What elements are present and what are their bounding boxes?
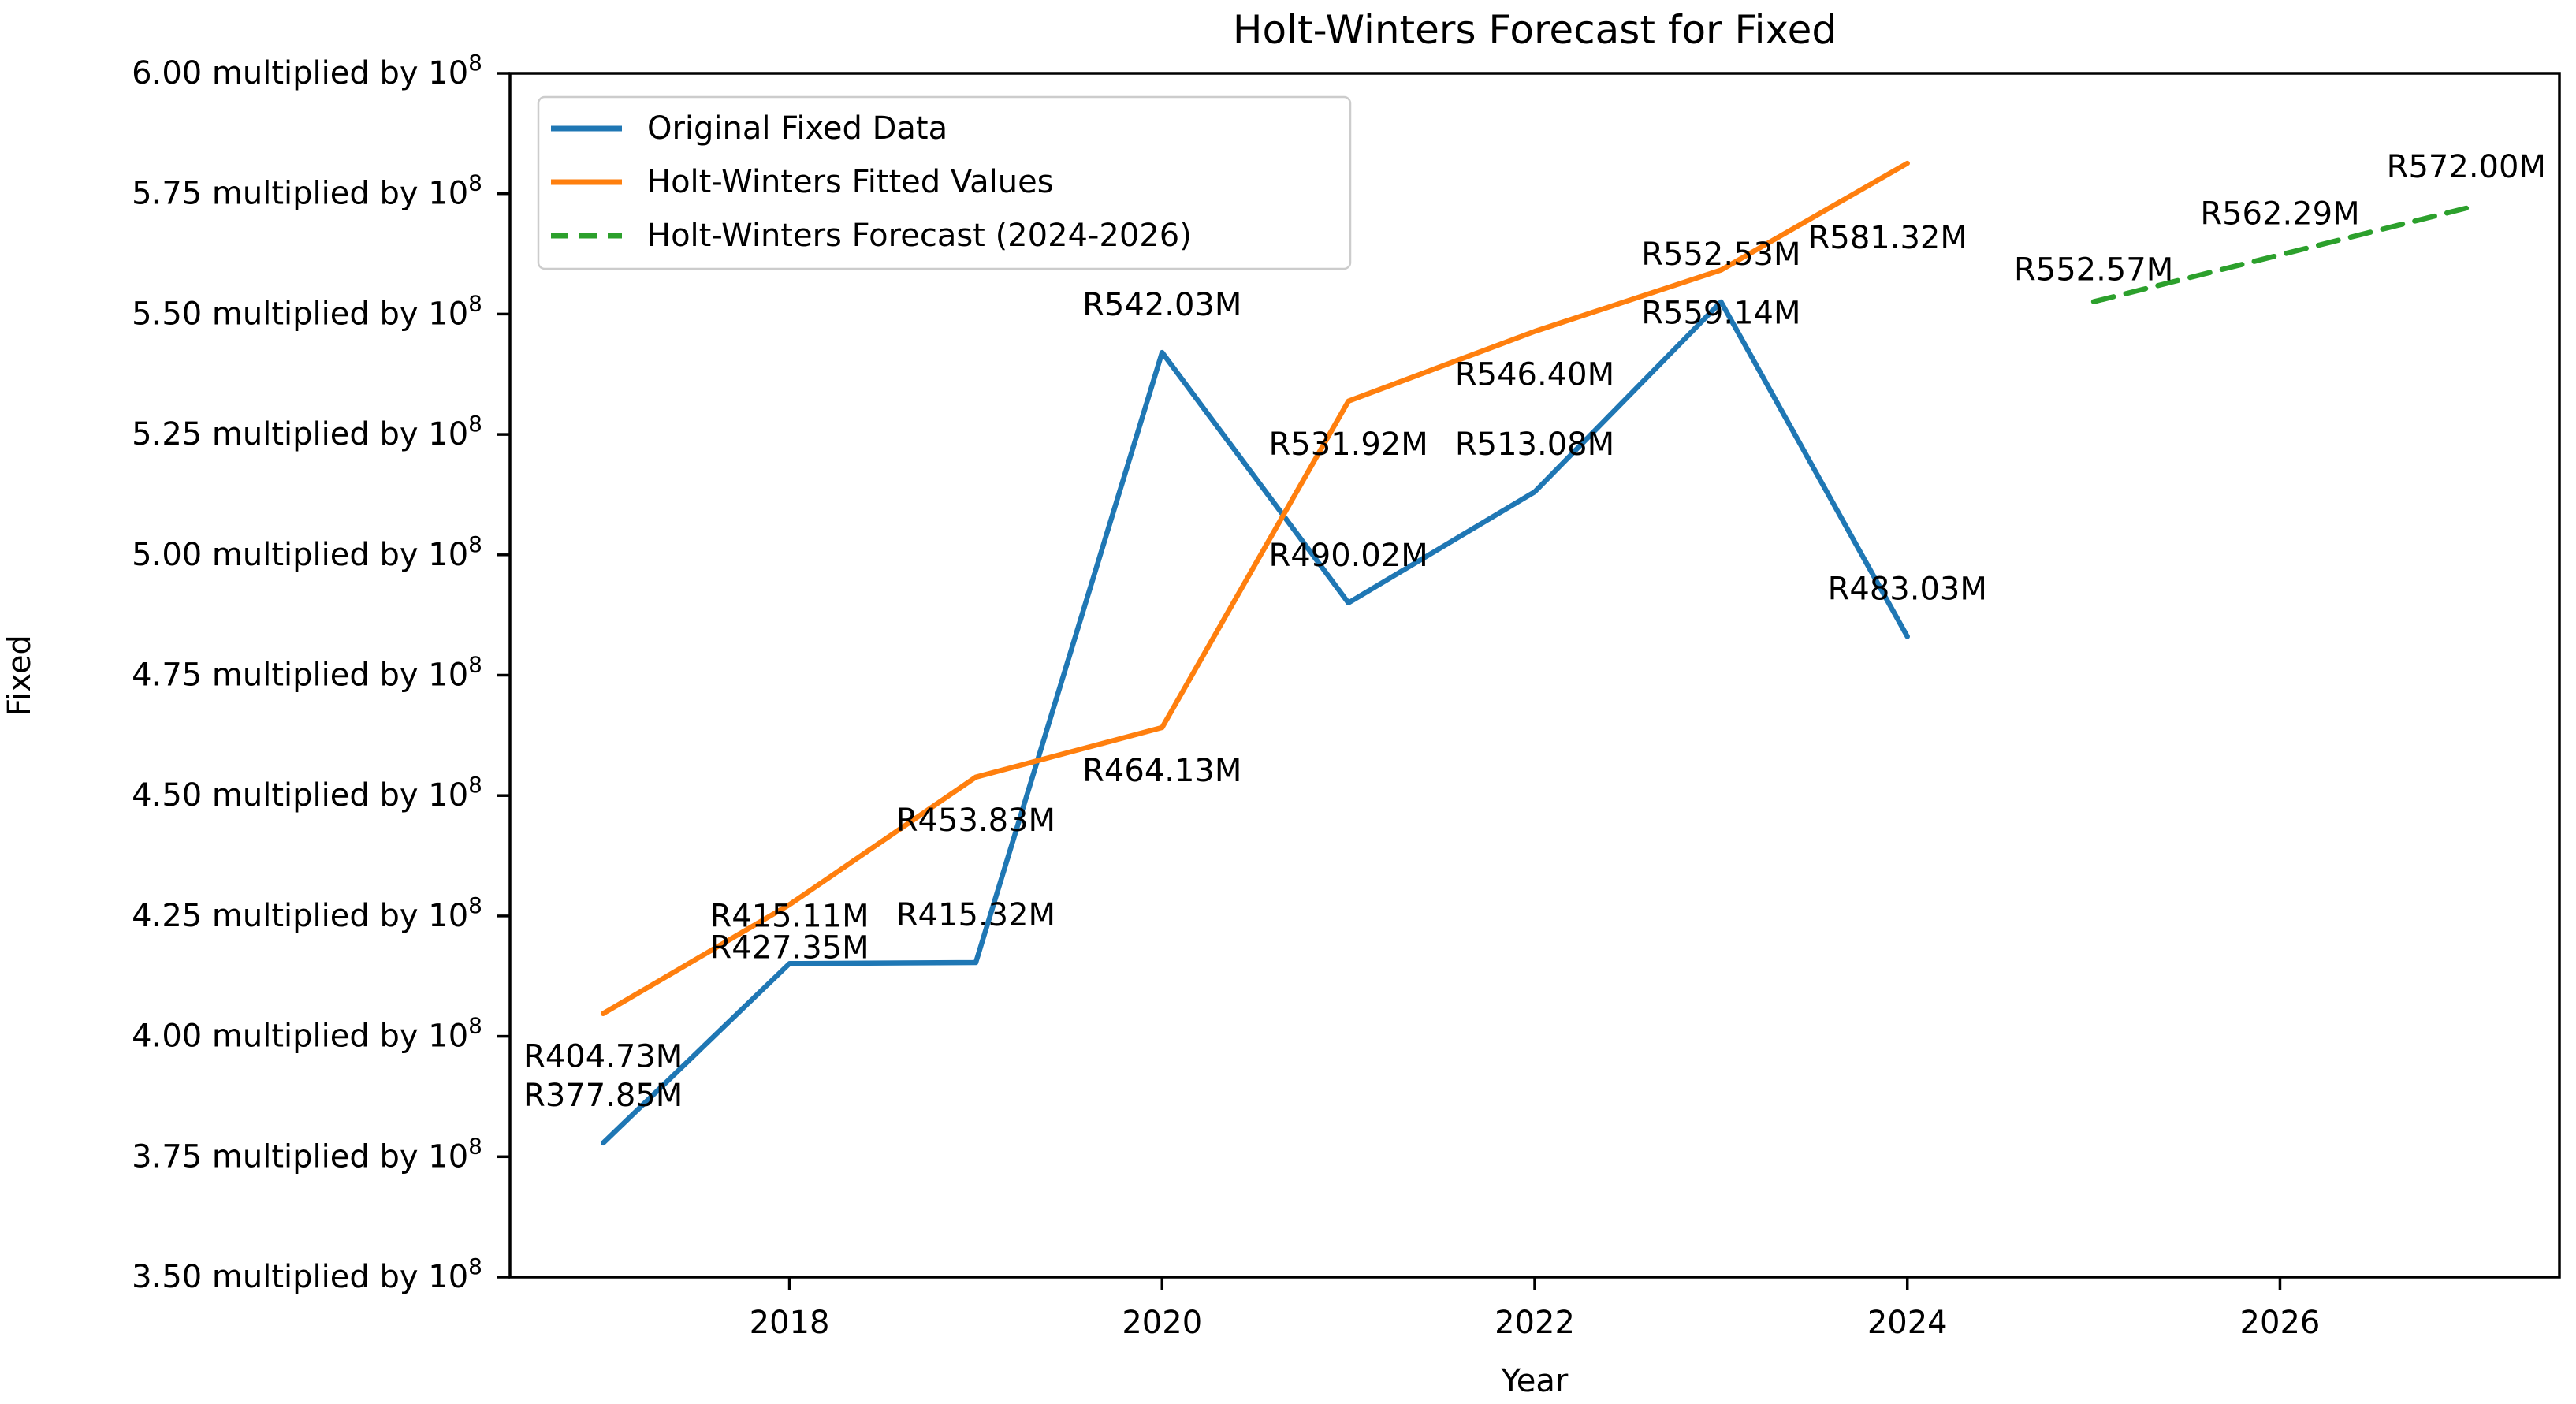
legend-entry-label: Original Fixed Data xyxy=(647,110,947,147)
y-tick-label: 4.75 multiplied by 108 xyxy=(132,651,482,694)
series-line-original-fixed-data xyxy=(600,299,1910,1146)
annotation-label: R552.57M xyxy=(2014,252,2173,289)
annotation-label: R546.40M xyxy=(1455,356,1614,393)
series-lines xyxy=(600,160,2470,1146)
annotation-label: R483.03M xyxy=(1828,571,1987,607)
y-tick-label: 6.00 multiplied by 108 xyxy=(132,50,482,92)
x-axis-ticks: 2018 2020 2022 2024 2026 xyxy=(750,1277,2321,1341)
series-line-holt-winters-forecast-2024-2026- xyxy=(2090,205,2470,304)
annotation-label: R415.11M xyxy=(709,898,869,934)
annotation-label: R513.08M xyxy=(1455,426,1614,463)
annotation-label: R377.85M xyxy=(523,1078,683,1114)
annotation-label: R490.02M xyxy=(1269,538,1428,574)
annotation-label: R453.83M xyxy=(896,803,1055,839)
annotation-label: R562.29M xyxy=(2200,196,2359,232)
legend-box xyxy=(537,95,1352,270)
y-tick-label: 4.25 multiplied by 108 xyxy=(132,892,482,934)
y-tick-label: 5.50 multiplied by 108 xyxy=(132,290,482,333)
y-axis-label: Fixed xyxy=(2,635,38,717)
y-tick-label: 4.50 multiplied by 108 xyxy=(132,772,482,814)
y-tick-label: 5.00 multiplied by 108 xyxy=(132,531,482,573)
y-tick-label: 5.25 multiplied by 108 xyxy=(132,411,482,453)
annotation-label: R464.13M xyxy=(1082,753,1241,789)
annotation-label: R559.14M xyxy=(1641,296,1800,332)
annotation-label: R542.03M xyxy=(1082,287,1241,323)
legend-entry-label: Holt-Winters Forecast (2024-2026) xyxy=(647,218,1192,254)
y-axis-ticks: 6.00 multiplied by 108 5.75 multiplied by… xyxy=(132,50,510,1296)
legend-entry-label: Holt-Winters Fitted Values xyxy=(647,164,1054,200)
annotation-label: R572.00M xyxy=(2387,149,2546,185)
y-tick-label: 5.75 multiplied by 108 xyxy=(132,169,482,212)
annotation-label: R427.35M xyxy=(709,930,869,966)
series-line-holt-winters-fitted-values xyxy=(600,160,1910,1016)
annotation-label: R415.32M xyxy=(896,897,1055,933)
legend: Original Fixed Data Holt-Winters Fitted V… xyxy=(537,95,1352,270)
x-tick-label: 2022 xyxy=(1495,1305,1575,1341)
annotation-label: R404.73M xyxy=(523,1039,683,1075)
x-tick-label: 2018 xyxy=(750,1305,830,1341)
y-tick-label: 3.50 multiplied by 108 xyxy=(132,1253,482,1296)
x-tick-label: 2026 xyxy=(2240,1305,2321,1341)
x-axis-label: Year xyxy=(1501,1363,1569,1399)
y-tick-label: 3.75 multiplied by 108 xyxy=(132,1133,482,1175)
annotation-label: R531.92M xyxy=(1269,426,1428,463)
annotation-label: R581.32M xyxy=(1808,220,1967,256)
x-tick-label: 2024 xyxy=(1867,1305,1948,1341)
y-tick-label: 4.00 multiplied by 108 xyxy=(132,1012,482,1055)
x-tick-label: 2020 xyxy=(1122,1305,1202,1341)
data-point-labels: R377.85M R415.11M R415.32M R542.03M R490.02M… xyxy=(523,149,2546,1114)
plot-border xyxy=(508,72,2561,1279)
chart-title: Holt-Winters Forecast for Fixed xyxy=(1233,7,1837,53)
annotation-label: R552.53M xyxy=(1641,236,1800,273)
